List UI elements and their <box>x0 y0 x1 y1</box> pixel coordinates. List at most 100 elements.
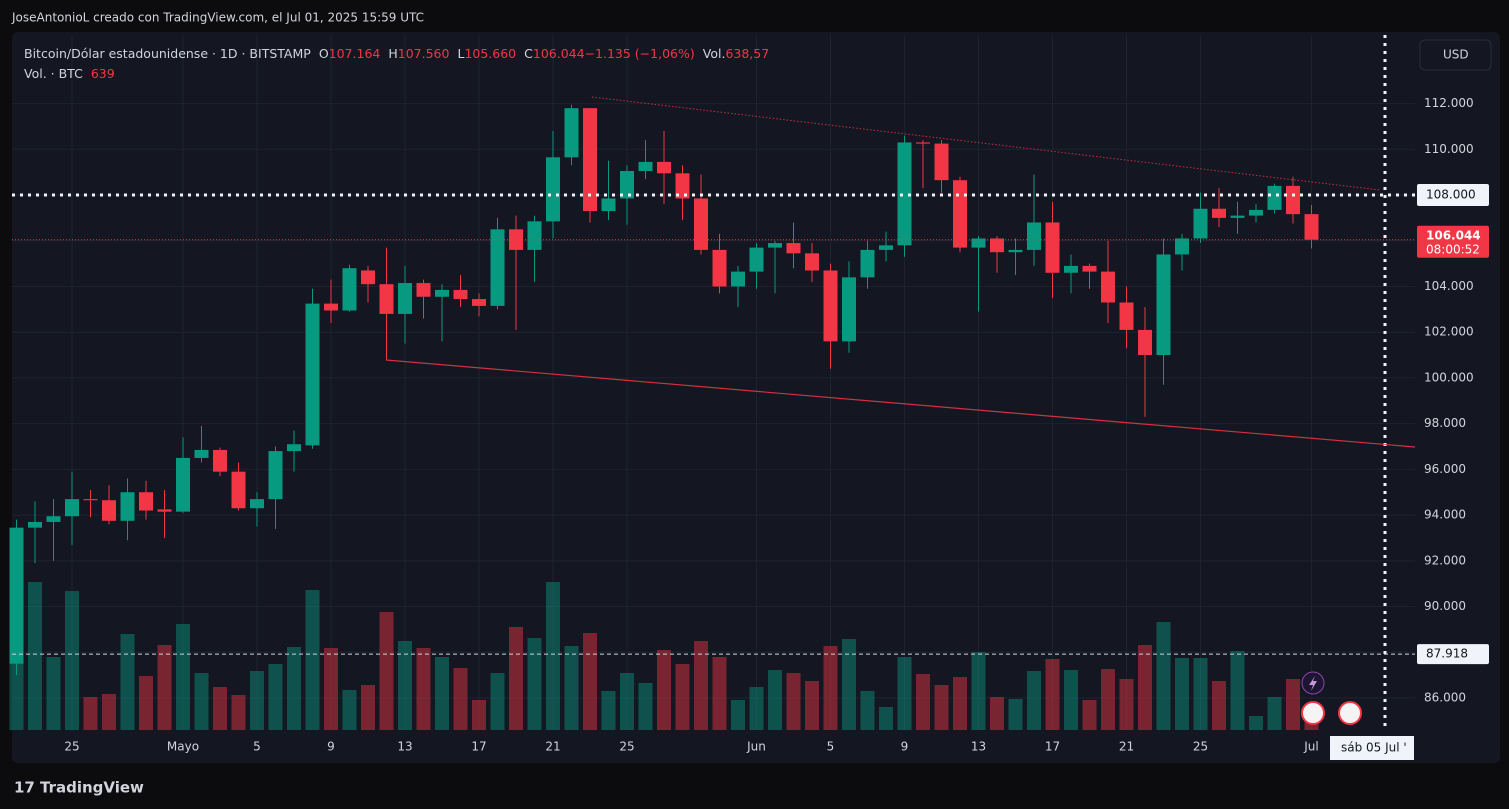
crosshair-price-label: 108.000 <box>1426 188 1476 202</box>
candle-body <box>379 284 394 314</box>
candle-body <box>1230 215 1245 218</box>
x-tick-label: 9 <box>327 740 335 754</box>
candle-body <box>453 289 468 300</box>
volume-bar <box>1027 671 1041 730</box>
volume-bar <box>675 664 690 730</box>
volume-bar <box>453 668 468 730</box>
y-tick-label: 90.000 <box>1424 599 1466 613</box>
volume-bar <box>28 582 42 730</box>
last-price-box <box>1417 225 1489 258</box>
candle-body <box>83 499 98 501</box>
candle-body <box>1138 329 1152 356</box>
candle-body <box>712 249 727 287</box>
candle-body <box>1286 185 1300 215</box>
candle-body <box>250 499 264 509</box>
volume-bar <box>953 677 967 730</box>
last-price-label: 106.044 <box>1426 228 1481 242</box>
trendline-lower <box>385 359 1416 448</box>
candle-body <box>268 451 283 500</box>
volume-bar <box>416 648 431 730</box>
legend-key: H <box>388 46 397 61</box>
candle-body <box>194 449 209 458</box>
candle-body <box>675 173 690 199</box>
y-tick-label: 104.000 <box>1424 279 1474 293</box>
candle-body <box>657 161 671 174</box>
candle-body <box>65 499 79 517</box>
candle-body <box>1156 254 1171 356</box>
volume-bar <box>860 691 875 730</box>
volume-bar <box>83 697 98 730</box>
plot: 86.00088.00090.00092.00094.00096.00098.0… <box>9 35 1489 760</box>
volume-bar <box>1230 651 1245 730</box>
volume-bar <box>620 673 634 730</box>
candle-body <box>361 270 375 285</box>
legend-key: C <box>524 46 533 61</box>
legend-key: O <box>319 46 329 61</box>
y-tick-label: 96.000 <box>1424 462 1466 476</box>
legend-value: 638,57 <box>725 46 769 61</box>
volume-bar <box>379 612 394 730</box>
candle-body <box>120 492 135 521</box>
x-tick-label: 5 <box>827 740 835 754</box>
candle-body <box>213 449 227 472</box>
x-tick-label: 25 <box>1193 740 1208 754</box>
candle-body <box>786 243 801 254</box>
candle-body <box>934 143 949 181</box>
icon-flag[interactable] <box>1301 701 1325 725</box>
candle-body <box>638 161 653 172</box>
volume-bar <box>268 664 283 730</box>
candle-body <box>435 289 449 297</box>
candle-body <box>398 283 412 314</box>
footer-logo: 17 <box>14 779 35 797</box>
volume-bar <box>194 673 209 730</box>
volume-bar <box>749 687 764 730</box>
volume-value: 639 <box>91 66 115 81</box>
x-tick-label: Jun <box>746 740 766 754</box>
y-tick-label: 110.000 <box>1424 142 1474 156</box>
candle-body <box>694 198 708 250</box>
candle-body <box>46 516 61 522</box>
candle-body <box>472 299 486 306</box>
volume-bar <box>823 646 838 730</box>
volume-bar <box>1119 679 1134 730</box>
candle-body <box>953 180 967 248</box>
volume-bar <box>1175 658 1189 730</box>
x-tick-label: 13 <box>397 740 412 754</box>
crosshair-date-box <box>1330 736 1414 760</box>
volume-bar <box>527 638 542 730</box>
icon-flag[interactable] <box>1338 701 1362 725</box>
candle-body <box>879 245 893 250</box>
candle-body <box>287 444 301 452</box>
volume-bar <box>361 685 375 730</box>
candle-body <box>620 171 634 199</box>
x-tick-label: 25 <box>619 740 634 754</box>
x-tick-label: 9 <box>901 740 909 754</box>
price-line-label: 87.918 <box>1426 647 1468 661</box>
candle-body <box>842 277 856 342</box>
candle-body <box>583 108 597 212</box>
volume-bar <box>139 676 153 730</box>
volume-bar <box>250 671 264 730</box>
volume-bar <box>601 691 616 730</box>
volume-bar <box>1138 645 1152 730</box>
legend-value: 107.164 <box>329 46 381 61</box>
volume-bar <box>324 648 338 730</box>
logo-mark: 17 <box>14 779 35 797</box>
volume-bar <box>971 652 986 730</box>
price-line-box <box>1417 644 1489 665</box>
candle-body <box>1101 271 1115 303</box>
volume-bar <box>546 582 560 730</box>
volume-bar <box>990 697 1004 730</box>
legend-row: Bitcoin/Dólar estadounidense · 1D · BITS… <box>24 46 769 61</box>
volume-bar <box>1286 679 1300 730</box>
candle-body <box>1304 214 1319 240</box>
x-tick-label: 21 <box>1119 740 1134 754</box>
currency-button[interactable] <box>1419 39 1492 71</box>
candle-body <box>1119 302 1134 330</box>
volume-bar <box>564 646 579 730</box>
candle-body <box>1045 222 1060 273</box>
currency-label[interactable]: USD <box>1443 48 1469 62</box>
candle-body <box>1008 249 1023 253</box>
y-tick-label: 86.000 <box>1424 690 1466 704</box>
icon-bolt <box>1309 676 1317 691</box>
